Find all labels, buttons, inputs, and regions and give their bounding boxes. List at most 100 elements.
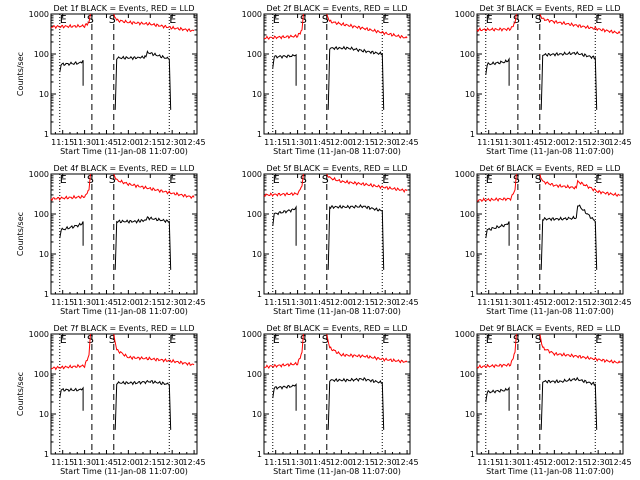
y-tick-label: 100 <box>460 50 475 59</box>
events-series-segment <box>272 53 297 86</box>
events-series-segment <box>272 205 297 246</box>
y-tick-label: 10 <box>465 250 475 259</box>
x-tick-label: 12:45 <box>183 298 206 307</box>
y-tick-label: 1000 <box>455 170 475 179</box>
x-tick-label: 11:30 <box>73 298 96 307</box>
y-tick-label: 1 <box>44 450 49 459</box>
y-tick-label: 10 <box>39 250 49 259</box>
events-series-segment <box>540 204 598 270</box>
y-tick-label: 10 <box>39 90 49 99</box>
x-tick-label: 11:30 <box>499 458 522 467</box>
lld-series-segment <box>476 333 517 369</box>
panel-det-2: Det 2f BLACK = Events, RED = LLD11:1511:… <box>242 4 419 156</box>
marker-label: S <box>109 333 116 346</box>
marker-label: E <box>169 333 176 346</box>
x-tick-label: 12:45 <box>396 298 419 307</box>
x-tick-label: 11:45 <box>308 458 331 467</box>
lld-series-segment <box>263 173 304 198</box>
y-tick-label: 10 <box>252 250 262 259</box>
y-tick-label: 1 <box>470 450 475 459</box>
lld-series-segment <box>50 333 91 371</box>
plot-title: Det 8f BLACK = Events, RED = LLD <box>266 324 407 333</box>
plot-frame <box>476 333 624 455</box>
lld-series-segment <box>476 13 517 33</box>
events-series-segment <box>114 50 172 110</box>
marker-label: E <box>595 173 602 186</box>
x-tick-label: 11:15 <box>51 138 74 147</box>
lld-series-segment <box>50 173 91 202</box>
plot-title: Det 6f BLACK = Events, RED = LLD <box>479 164 620 173</box>
x-tick-label: 11:30 <box>286 298 309 307</box>
y-tick-label: 1000 <box>242 330 262 339</box>
x-axis-label: Start Time (11-Jan-08 11:07:00) <box>486 147 614 156</box>
x-tick-label: 12:15 <box>139 458 162 467</box>
plot-frame <box>476 13 624 135</box>
y-tick-label: 1000 <box>29 170 49 179</box>
panel-det-6: Det 6f BLACK = Events, RED = LLD11:1511:… <box>455 164 632 316</box>
plot-frame <box>263 333 411 455</box>
y-tick-label: 10 <box>252 410 262 419</box>
y-tick-label: 1 <box>257 450 262 459</box>
plot-title: Det 5f BLACK = Events, RED = LLD <box>266 164 407 173</box>
x-tick-label: 11:15 <box>477 458 500 467</box>
y-axis-label: Counts/sec <box>16 212 25 256</box>
marker-label: E <box>595 333 602 346</box>
plot-frame <box>476 173 624 295</box>
panel-det-1: Det 1f BLACK = Events, RED = LLD11:1511:… <box>16 4 206 156</box>
plot-frame <box>50 13 198 135</box>
plot-frame <box>263 173 411 295</box>
panel-det-4: Det 4f BLACK = Events, RED = LLD11:1511:… <box>16 164 206 316</box>
y-tick-label: 100 <box>34 50 49 59</box>
x-tick-label: 12:45 <box>183 138 206 147</box>
x-axis-label: Start Time (11-Jan-08 11:07:00) <box>273 147 401 156</box>
marker-label: E <box>60 13 67 26</box>
x-tick-label: 11:30 <box>286 138 309 147</box>
x-tick-label: 11:45 <box>308 298 331 307</box>
x-tick-label: 12:30 <box>161 138 184 147</box>
marker-label: E <box>60 173 67 186</box>
x-axis-label: Start Time (11-Jan-08 11:07:00) <box>60 147 188 156</box>
lld-series-segment <box>263 333 304 369</box>
y-tick-label: 1000 <box>455 330 475 339</box>
marker-label: S <box>535 333 542 346</box>
panel-det-3: Det 3f BLACK = Events, RED = LLD11:1511:… <box>455 4 632 156</box>
x-tick-label: 12:00 <box>330 298 353 307</box>
marker-label: E <box>595 13 602 26</box>
x-tick-label: 12:15 <box>139 138 162 147</box>
events-series-segment <box>485 57 510 86</box>
plot-title: Det 7f BLACK = Events, RED = LLD <box>53 324 194 333</box>
y-tick-label: 1 <box>257 130 262 139</box>
marker-label: E <box>382 173 389 186</box>
y-tick-label: 100 <box>247 370 262 379</box>
marker-label: S <box>535 13 542 26</box>
marker-label: S <box>109 13 116 26</box>
y-tick-label: 100 <box>460 370 475 379</box>
x-tick-label: 12:30 <box>587 458 610 467</box>
x-tick-label: 12:30 <box>374 138 397 147</box>
x-tick-label: 11:30 <box>73 138 96 147</box>
x-tick-label: 11:45 <box>521 138 544 147</box>
x-tick-label: 12:30 <box>374 458 397 467</box>
events-series-segment <box>485 386 510 411</box>
x-tick-label: 12:00 <box>543 298 566 307</box>
marker-label: E <box>273 173 280 186</box>
events-series-segment <box>114 216 172 270</box>
lld-series-segment <box>326 173 408 193</box>
y-tick-label: 100 <box>34 210 49 219</box>
y-tick-label: 1000 <box>455 10 475 19</box>
x-tick-label: 11:15 <box>477 138 500 147</box>
events-series-segment <box>327 203 385 270</box>
x-tick-label: 11:15 <box>51 298 74 307</box>
events-series-segment <box>540 376 598 430</box>
x-tick-label: 12:15 <box>565 458 588 467</box>
marker-label: S <box>535 173 542 186</box>
y-tick-label: 100 <box>247 210 262 219</box>
x-tick-label: 11:15 <box>264 458 287 467</box>
plot-frame <box>50 173 198 295</box>
marker-label: E <box>486 333 493 346</box>
x-tick-label: 12:15 <box>139 298 162 307</box>
x-tick-label: 12:30 <box>161 298 184 307</box>
x-tick-label: 11:30 <box>73 458 96 467</box>
x-tick-label: 12:45 <box>396 138 419 147</box>
lld-series-segment <box>113 333 195 366</box>
